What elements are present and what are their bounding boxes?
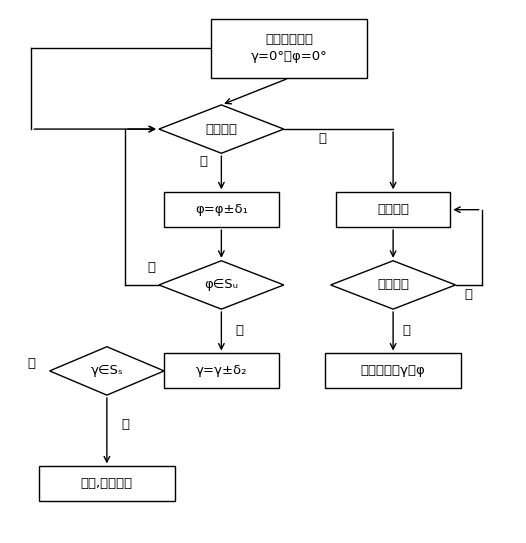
Text: 否: 否 — [121, 418, 129, 431]
Text: γ=γ±δ₂: γ=γ±δ₂ — [196, 364, 247, 377]
Text: 否: 否 — [236, 324, 244, 337]
Text: 否: 否 — [402, 324, 410, 337]
FancyBboxPatch shape — [211, 19, 367, 78]
Polygon shape — [159, 261, 284, 309]
Text: 是: 是 — [464, 288, 472, 301]
FancyBboxPatch shape — [164, 192, 279, 227]
Polygon shape — [159, 105, 284, 153]
FancyBboxPatch shape — [326, 353, 461, 388]
Text: 碰撞检测: 碰撞检测 — [205, 123, 237, 136]
Text: 是: 是 — [147, 261, 155, 274]
Polygon shape — [49, 347, 164, 395]
Text: 平顺处理: 平顺处理 — [377, 203, 409, 216]
Text: 焊枪初始姿态
γ=0°，φ=0°: 焊枪初始姿态 γ=0°，φ=0° — [251, 34, 327, 64]
Text: 出错,无法执行: 出错,无法执行 — [81, 477, 133, 490]
Text: φ∈Sᵤ: φ∈Sᵤ — [204, 279, 238, 292]
FancyBboxPatch shape — [164, 353, 279, 388]
FancyBboxPatch shape — [336, 192, 450, 227]
Text: 是: 是 — [199, 155, 207, 168]
Text: 碰撞检测: 碰撞检测 — [377, 279, 409, 292]
FancyBboxPatch shape — [39, 466, 175, 501]
Text: φ=φ±δ₁: φ=φ±δ₁ — [195, 203, 248, 216]
Text: 输出最终的γ、φ: 输出最终的γ、φ — [361, 364, 426, 377]
Text: 否: 否 — [319, 132, 327, 145]
Polygon shape — [331, 261, 456, 309]
Text: γ∈Sₛ: γ∈Sₛ — [90, 364, 123, 377]
Text: 是: 是 — [27, 357, 35, 370]
